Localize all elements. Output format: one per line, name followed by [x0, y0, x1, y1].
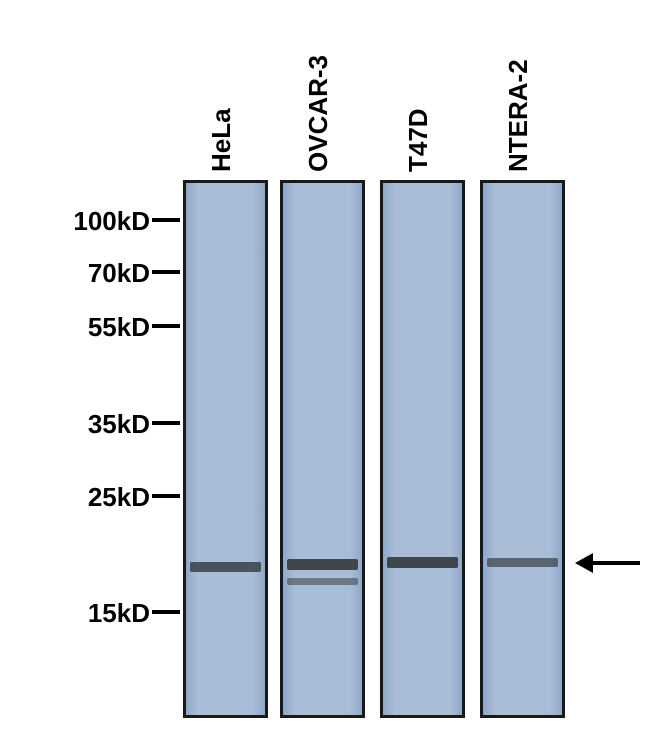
lane-3 — [480, 180, 565, 718]
lane-0 — [183, 180, 268, 718]
marker-label-2: 55kD — [88, 312, 150, 343]
marker-label-5: 15kD — [88, 598, 150, 629]
lane-label-0: HeLa — [206, 108, 237, 172]
marker-label-0: 100kD — [73, 206, 150, 237]
western-blot-figure: HeLa OVCAR-3 T47D NTERA-2 100kD 70kD 55kD 35kD 2… — [0, 0, 650, 739]
marker-label-3: 35kD — [88, 409, 150, 440]
arrow-head — [575, 553, 593, 573]
lane-2 — [380, 180, 465, 718]
marker-label-4: 25kD — [88, 482, 150, 513]
lane-1 — [280, 180, 365, 718]
lane-label-3: NTERA-2 — [503, 59, 534, 172]
lane-label-1: OVCAR-3 — [303, 55, 334, 172]
band-0 — [190, 562, 261, 572]
arrow-shaft — [591, 561, 640, 565]
marker-tick-3 — [152, 421, 180, 425]
marker-label-1: 70kD — [88, 258, 150, 289]
marker-tick-4 — [152, 494, 180, 498]
marker-tick-0 — [152, 218, 180, 222]
band-4 — [487, 558, 558, 567]
band-1 — [287, 559, 358, 570]
marker-tick-2 — [152, 324, 180, 328]
marker-tick-5 — [152, 610, 180, 614]
lane-label-2: T47D — [403, 108, 434, 172]
band-2 — [287, 578, 358, 585]
marker-tick-1 — [152, 270, 180, 274]
band-3 — [387, 557, 458, 568]
